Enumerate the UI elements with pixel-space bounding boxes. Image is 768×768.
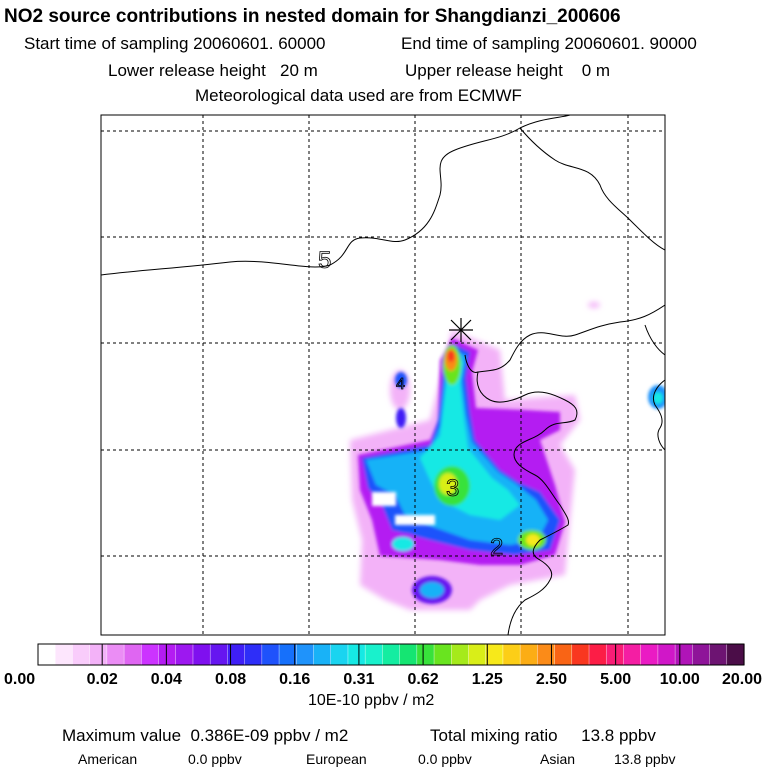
border-north-east <box>519 127 665 251</box>
colorbar-segment <box>382 644 401 665</box>
map-label-5: 5 <box>318 247 331 274</box>
coast-shandong <box>507 429 569 635</box>
blob-southwest-cyan <box>392 537 414 551</box>
colorbar-segment <box>192 644 211 665</box>
colorbar-segment <box>313 644 332 665</box>
blob-east-edge-core <box>653 392 663 404</box>
map-label-2: 2 <box>490 534 503 561</box>
colorbar-segment <box>244 644 263 665</box>
colorbar-segment <box>124 644 142 665</box>
colorbar-segment <box>657 644 676 665</box>
european-value: 0.0 ppbv <box>418 751 472 767</box>
map-frame <box>100 114 666 636</box>
asian-label: Asian <box>540 751 576 767</box>
colorbar-segment <box>692 644 711 665</box>
meteorological-data-label: Meteorological data used are from ECMWF <box>195 86 522 105</box>
colorbar-tick-label: 0.00 <box>4 671 35 688</box>
colorbar-segment <box>726 644 745 665</box>
start-time-label: Start time of sampling 20060601. 60000 <box>24 34 326 53</box>
colorbar-segment <box>158 644 177 665</box>
map-label-4: 4 <box>396 376 405 393</box>
european-label: European <box>306 751 367 767</box>
colorbar-tick-label: 0.16 <box>279 671 310 688</box>
colorbar-segment <box>416 644 435 665</box>
coastlines <box>101 115 665 635</box>
plume-yellow-east <box>526 534 540 546</box>
colorbar-tick-label: 20.00 <box>722 671 762 688</box>
colorbar-segment <box>141 644 160 665</box>
border-north <box>101 115 571 276</box>
colorbar-segment <box>330 644 349 665</box>
colorbar-frame <box>37 643 745 666</box>
colorbar <box>38 644 745 665</box>
colorbar-segment <box>434 644 452 665</box>
colorbar-segment <box>175 644 194 665</box>
colorbar-segment <box>520 644 538 665</box>
colorbar-tick-label: 10.00 <box>660 671 700 688</box>
blob-mid-small <box>396 408 406 428</box>
colorbar-segment <box>89 644 108 665</box>
colorbar-segment <box>502 644 521 665</box>
colorbar-segment <box>709 644 728 665</box>
colorbar-segment <box>571 644 590 665</box>
colorbar-segment <box>227 644 246 665</box>
colorbar-tick-label: 0.02 <box>87 671 118 688</box>
colorbar-segment <box>589 644 607 665</box>
receptor-marker <box>449 318 473 342</box>
gridlines <box>101 115 665 635</box>
colorbar-segment <box>365 644 383 665</box>
colorbar-segment <box>554 644 573 665</box>
colorbar-segment <box>399 644 418 665</box>
colorbar-unit-label: 10E-10 ppbv / m2 <box>308 692 435 709</box>
colorbar-tick-label: 1.25 <box>472 671 503 688</box>
end-time-label: End time of sampling 20060601. 90000 <box>401 34 697 53</box>
colorbar-segment <box>106 644 125 665</box>
concentration-field <box>350 302 665 610</box>
colorbar-segment <box>485 644 504 665</box>
plume-red-peak <box>447 350 455 362</box>
colorbar-segment <box>623 644 642 665</box>
colorbar-segment <box>675 644 693 665</box>
colorbar-segment <box>296 644 315 665</box>
chart-title: NO2 source contributions in nested domai… <box>4 6 621 27</box>
colorbar-tick-label: 0.08 <box>215 671 246 688</box>
coast-korea <box>644 324 665 356</box>
colorbar-segment <box>347 644 366 665</box>
coast-east-edge <box>652 379 665 451</box>
colorbar-segment <box>261 644 280 665</box>
asian-value: 13.8 ppbv <box>614 751 676 767</box>
upper-release-height-label: Upper release height 0 m <box>405 61 611 80</box>
colorbar-segment <box>451 644 470 665</box>
colorbar-segment <box>279 644 297 665</box>
blob-north-small <box>395 372 407 388</box>
colorbar-segment <box>537 644 556 665</box>
total-mixing-ratio-label: Total mixing ratio 13.8 ppbv <box>430 726 656 745</box>
blob-south-cyan <box>420 582 444 598</box>
colorbar-segment <box>55 644 74 665</box>
colorbar-segment <box>210 644 229 665</box>
plume-gap-west <box>372 492 396 506</box>
colorbar-tick-label: 0.62 <box>408 671 439 688</box>
coast-bohai-west <box>476 371 578 431</box>
plume-yellow-core <box>439 473 457 495</box>
colorbar-segment <box>468 644 487 665</box>
colorbar-segment <box>38 644 56 665</box>
colorbar-segment <box>72 644 91 665</box>
american-label: American <box>78 751 138 767</box>
colorbar-tick-label: 0.04 <box>151 671 182 688</box>
lower-release-height-label: Lower release height 20 m <box>108 61 318 80</box>
colorbar-tick-label: 0.31 <box>343 671 374 688</box>
colorbar-tick-labels: 0.00 0.02 0.04 0.08 0.16 0.31 0.62 1.25 2.50 5.00… <box>4 671 762 688</box>
map-label-3: 3 <box>446 475 459 502</box>
american-value: 0.0 ppbv <box>188 751 242 767</box>
colorbar-tick-label: 5.00 <box>600 671 631 688</box>
maximum-value-label: Maximum value 0.386E-09 ppbv / m2 <box>62 726 349 745</box>
colorbar-segment <box>640 644 659 665</box>
plume-halo-east <box>588 302 600 308</box>
colorbar-tick-label: 2.50 <box>536 671 567 688</box>
